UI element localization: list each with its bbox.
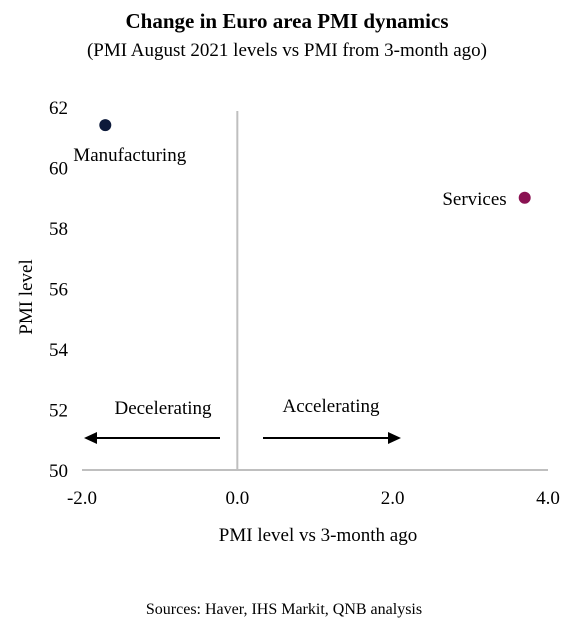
scatter-point <box>518 191 531 204</box>
arrow-left <box>84 432 220 444</box>
annotation-accelerating: Accelerating <box>282 396 380 417</box>
y-axis-label: PMI level <box>16 259 37 334</box>
y-tick-label: 50 <box>49 461 68 482</box>
source-note: Sources: Haver, IHS Markit, QNB analysis <box>146 601 422 618</box>
x-axis-label: PMI level vs 3-month ago <box>219 525 417 546</box>
y-tick-label: 60 <box>49 159 68 180</box>
point-label: Manufacturing <box>73 145 186 166</box>
scatter-point <box>99 119 112 132</box>
y-tick-label: 52 <box>49 401 68 422</box>
x-tick-label: 0.0 <box>225 488 249 509</box>
y-tick-label: 62 <box>49 98 68 119</box>
arrow-right <box>263 432 401 444</box>
y-tick-label: 56 <box>49 280 68 301</box>
chart-title: Change in Euro area PMI dynamics <box>126 9 449 33</box>
x-axis-ticks: -2.0 0.0 2.0 4.0 <box>67 488 560 509</box>
x-tick-label: 4.0 <box>536 488 560 509</box>
y-tick-label: 58 <box>49 219 68 240</box>
x-tick-label: 2.0 <box>381 488 405 509</box>
chart-subtitle: (PMI August 2021 levels vs PMI from 3-mo… <box>87 40 487 61</box>
point-label: Services <box>442 189 506 210</box>
y-axis-ticks: 50 52 54 56 58 60 62 <box>49 98 69 482</box>
annotation-decelerating: Decelerating <box>114 398 212 419</box>
y-tick-label: 54 <box>49 340 69 361</box>
scatter-points: Manufacturing Services <box>73 119 531 210</box>
x-tick-label: -2.0 <box>67 488 97 509</box>
